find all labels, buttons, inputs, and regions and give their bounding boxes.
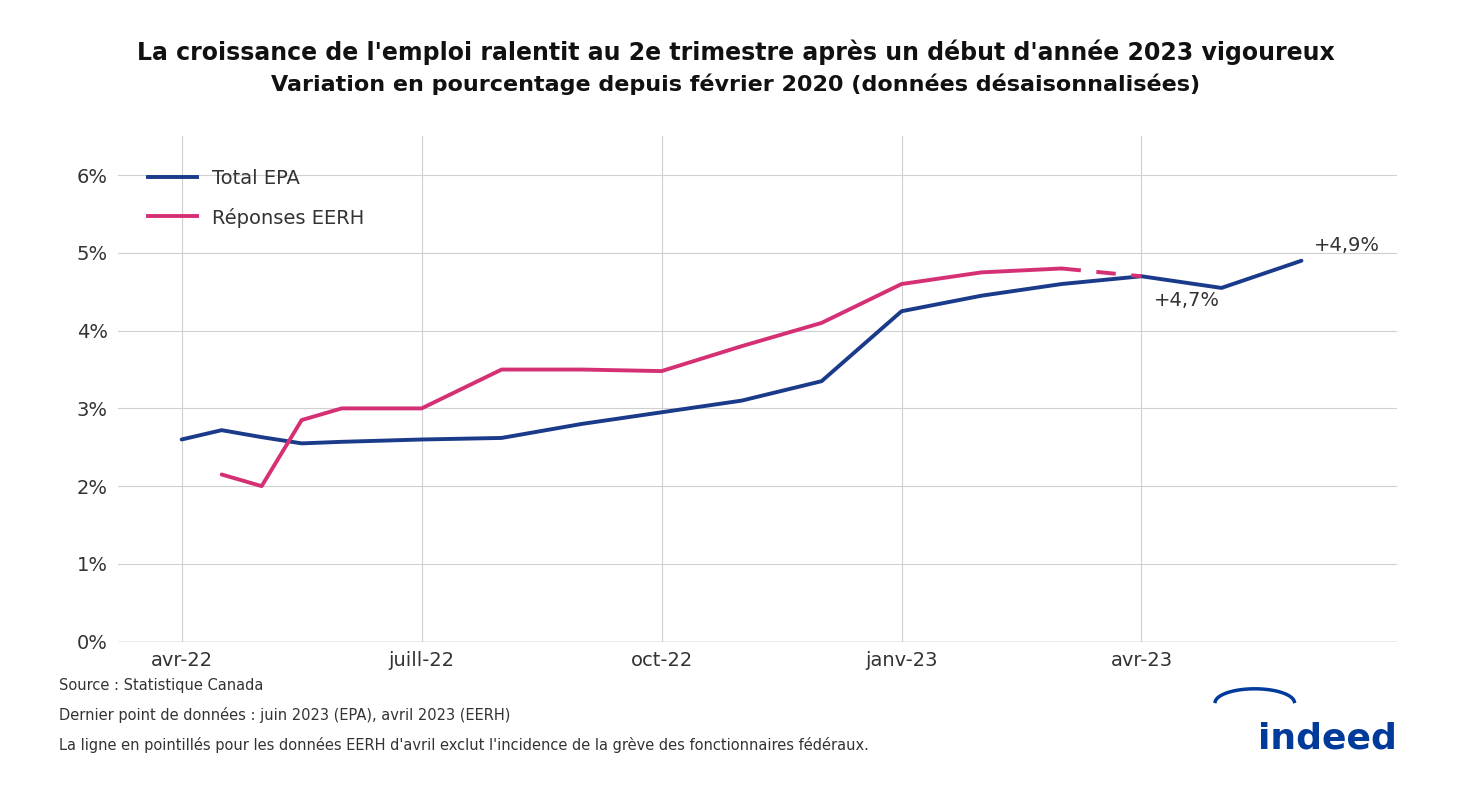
Text: +4,9%: +4,9%: [1314, 237, 1380, 255]
Text: indeed: indeed: [1258, 721, 1397, 755]
Text: La croissance de l'emploi ralentit au 2e trimestre après un début d'année 2023 v: La croissance de l'emploi ralentit au 2e…: [137, 39, 1334, 65]
Text: +4,7%: +4,7%: [1153, 291, 1219, 310]
Text: Source : Statistique Canada: Source : Statistique Canada: [59, 678, 263, 693]
Text: La ligne en pointillés pour les données EERH d'avril exclut l'incidence de la gr: La ligne en pointillés pour les données …: [59, 737, 869, 753]
Text: Variation en pourcentage depuis février 2020 (données désaisonnalisées): Variation en pourcentage depuis février …: [271, 74, 1200, 95]
Text: Dernier point de données : juin 2023 (EPA), avril 2023 (EERH): Dernier point de données : juin 2023 (EP…: [59, 707, 510, 723]
Legend: Total EPA, Réponses EERH: Total EPA, Réponses EERH: [140, 161, 372, 236]
